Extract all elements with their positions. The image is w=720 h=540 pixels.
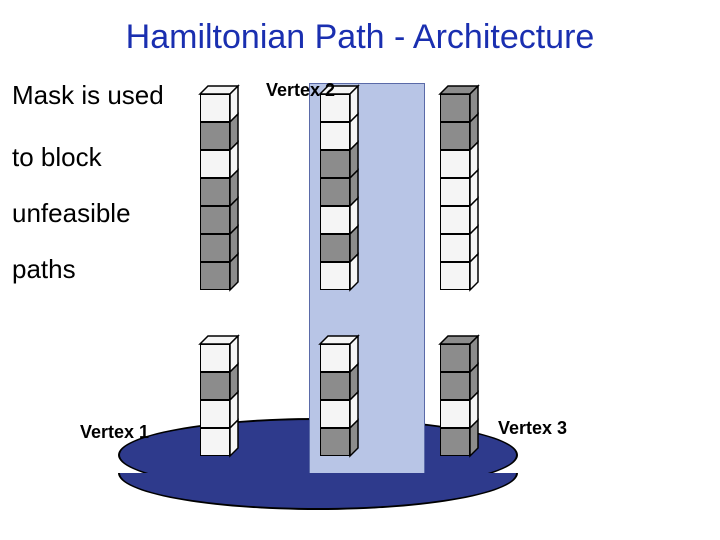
col1-upper-cell-3 <box>200 178 230 206</box>
vertex1-label: Vertex 1 <box>80 422 149 443</box>
col1-lower-cell-0 <box>200 344 230 372</box>
slide-title: Hamiltonian Path - Architecture <box>0 18 720 57</box>
col3-upper-cell-5 <box>440 234 470 262</box>
desc-line-0: Mask is used <box>12 80 164 111</box>
col1-lower-cell-3 <box>200 428 230 456</box>
col3-upper-cell-2 <box>440 150 470 178</box>
desc-line-3: paths <box>12 254 76 285</box>
col2-lower-cell-0 <box>320 344 350 372</box>
col3-upper-cell-4 <box>440 206 470 234</box>
col3-upper-cell-1 <box>440 122 470 150</box>
col1-upper-cell-2 <box>200 150 230 178</box>
col1-upper-cell-6 <box>200 262 230 290</box>
disk-front <box>118 473 518 510</box>
col2-upper-cell-6 <box>320 262 350 290</box>
col2-lower-cell-2 <box>320 400 350 428</box>
col3-upper-cell-6 <box>440 262 470 290</box>
col1-lower-cell-1 <box>200 372 230 400</box>
desc-line-2: unfeasible <box>12 198 131 229</box>
vertex3-label: Vertex 3 <box>498 418 567 439</box>
desc-line-1: to block <box>12 142 102 173</box>
col3-upper <box>440 86 478 290</box>
col3-lower-cell-3 <box>440 428 470 456</box>
col1-lower <box>200 336 238 456</box>
col3-lower-cell-2 <box>440 400 470 428</box>
vertex2-label: Vertex 2 <box>266 80 335 101</box>
col2-lower-cell-3 <box>320 428 350 456</box>
col2-upper-cell-2 <box>320 150 350 178</box>
col3-upper-cell-0 <box>440 94 470 122</box>
col2-lower-cell-1 <box>320 372 350 400</box>
col3-lower-cell-0 <box>440 344 470 372</box>
col2-upper-cell-3 <box>320 178 350 206</box>
col3-upper-cell-3 <box>440 178 470 206</box>
col1-upper-cell-4 <box>200 206 230 234</box>
disk-front-clip <box>118 473 518 510</box>
col2-upper-cell-5 <box>320 234 350 262</box>
col1-upper-cell-5 <box>200 234 230 262</box>
col2-upper-cell-4 <box>320 206 350 234</box>
col3-lower-cell-1 <box>440 372 470 400</box>
col2-upper <box>320 86 358 290</box>
col1-upper-cell-0 <box>200 94 230 122</box>
col2-lower <box>320 336 358 456</box>
col2-upper-cell-1 <box>320 122 350 150</box>
col1-lower-cell-2 <box>200 400 230 428</box>
col1-upper-cell-1 <box>200 122 230 150</box>
col1-upper <box>200 86 238 290</box>
col3-lower <box>440 336 478 456</box>
